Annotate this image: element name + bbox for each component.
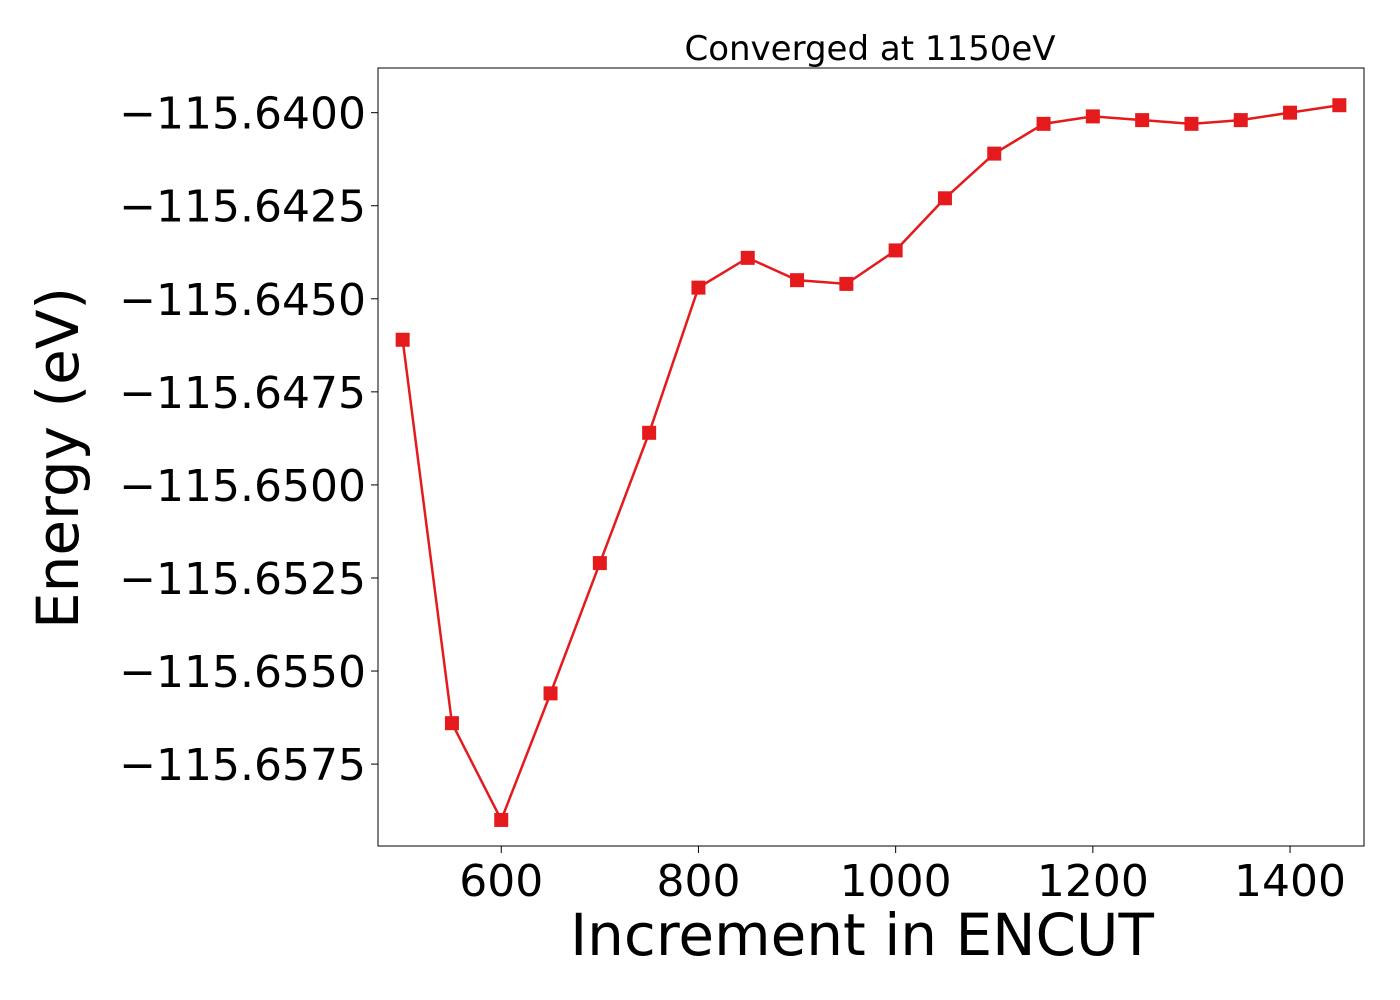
- x-tick-label: 1000: [840, 856, 952, 907]
- y-tick-label: −115.6500: [119, 461, 366, 512]
- x-axis-label: Increment in ENCUT: [570, 901, 1154, 969]
- chart-title: Converged at 1150eV: [684, 29, 1055, 69]
- y-tick-label: −115.6475: [119, 368, 366, 419]
- data-point-marker: [1332, 98, 1347, 113]
- y-tick-label: −115.6450: [119, 275, 366, 326]
- data-point-marker: [987, 146, 1002, 161]
- data-point-marker: [395, 332, 410, 347]
- data-point-marker: [1036, 116, 1051, 131]
- data-point-marker: [1135, 113, 1150, 128]
- data-point-marker: [1184, 116, 1199, 131]
- x-tick-label: 800: [656, 856, 740, 907]
- data-point-marker: [888, 243, 903, 258]
- data-point-marker: [543, 686, 558, 701]
- x-tick-label: 600: [459, 856, 543, 907]
- data-point-marker: [592, 556, 607, 571]
- y-axis-label: Energy (eV): [24, 287, 92, 629]
- data-point-marker: [1233, 113, 1248, 128]
- data-point-marker: [839, 276, 854, 291]
- data-point-marker: [642, 425, 657, 440]
- y-tick-label: −115.6400: [119, 89, 366, 140]
- x-axis: 600 800 1000 1200 1400: [459, 846, 1346, 907]
- plot-area: [395, 98, 1347, 827]
- data-point-marker: [1085, 109, 1100, 124]
- y-tick-label: −115.6575: [119, 740, 366, 791]
- y-tick-label: −115.6425: [119, 182, 366, 233]
- data-point-marker: [494, 812, 509, 827]
- data-point-marker: [444, 716, 459, 731]
- data-point-marker: [790, 273, 805, 288]
- series-line: [401, 103, 1340, 823]
- data-point-marker: [740, 250, 755, 265]
- y-tick-label: −115.6550: [119, 647, 366, 698]
- data-point-marker: [1283, 105, 1298, 120]
- axes-frame: [377, 67, 1365, 847]
- y-tick-label: −115.6525: [119, 554, 366, 605]
- x-tick-label: 1400: [1234, 856, 1346, 907]
- data-point-marker: [691, 280, 706, 295]
- y-axis: −115.6400 −115.6425 −115.6450 −115.6475 −115…: [119, 89, 378, 791]
- x-tick-label: 1200: [1037, 856, 1149, 907]
- data-point-marker: [937, 191, 952, 206]
